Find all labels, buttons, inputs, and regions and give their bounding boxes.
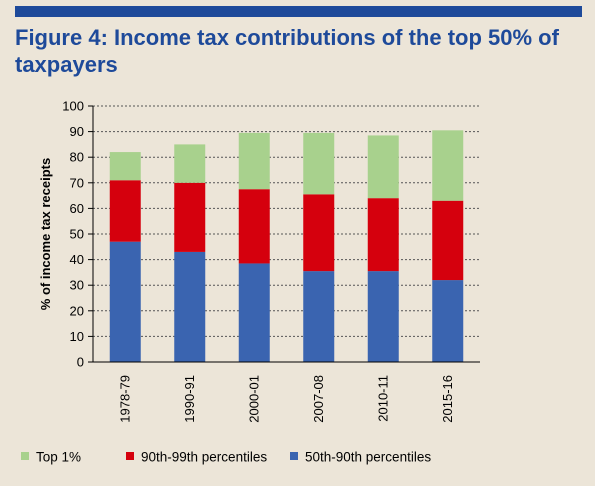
title-rule xyxy=(15,6,582,17)
y-tick-label: 50 xyxy=(70,227,84,242)
bar-segment xyxy=(432,200,464,281)
bar-segment xyxy=(174,144,206,183)
legend-swatch xyxy=(21,452,29,460)
chart-title: Figure 4: Income tax contributions of th… xyxy=(15,25,559,77)
y-axis-label: % of income tax receipts xyxy=(38,158,53,310)
x-tick-label: 1978-79 xyxy=(117,375,132,423)
bar-segment xyxy=(174,251,206,362)
bar-segment xyxy=(174,182,206,252)
bar-segment xyxy=(303,271,335,362)
legend-swatch xyxy=(290,452,298,460)
bar-segment xyxy=(367,271,399,362)
x-tick-labels: 1978-79 1990-91 2000-01 2007-08 2010-11 2015-… xyxy=(117,375,455,423)
bar-segment xyxy=(303,132,335,195)
y-tick-label: 90 xyxy=(70,124,84,139)
bar-segment xyxy=(109,241,141,362)
x-tick-label: 2015-16 xyxy=(440,375,455,423)
y-tick-label: 60 xyxy=(70,201,84,216)
bar-segment xyxy=(432,280,464,362)
y-tick-label: 30 xyxy=(70,278,84,293)
bars xyxy=(109,130,464,362)
bar-segment xyxy=(432,130,464,201)
x-tick-label: 2000-01 xyxy=(246,375,261,423)
bar-segment xyxy=(367,135,399,199)
x-tick-label: 2007-08 xyxy=(311,375,326,423)
y-tick-label: 70 xyxy=(70,175,84,190)
legend-swatch xyxy=(126,452,134,460)
y-tick-label: 0 xyxy=(77,355,84,370)
bar-segment xyxy=(109,180,141,242)
y-tick-label: 80 xyxy=(70,150,84,165)
legend-entry: Top 1% xyxy=(36,450,81,465)
x-tick-label: 2010-11 xyxy=(375,375,390,422)
legend-entry: 90th-99th percentiles xyxy=(141,450,267,465)
x-tick-label: 1990-91 xyxy=(182,375,197,423)
bar-segment xyxy=(238,132,270,190)
legend: Top 1% 90th-99th percentiles 50th-90th per… xyxy=(21,450,431,465)
bar-segment xyxy=(238,189,270,264)
y-tick-labels: 0 10 20 30 40 50 60 70 80 90 100 xyxy=(62,99,93,370)
bar-segment xyxy=(303,194,335,272)
y-tick-label: 100 xyxy=(62,99,84,114)
bar-segment xyxy=(238,263,270,362)
legend-entry: 50th-90th percentiles xyxy=(305,450,431,465)
y-tick-label: 20 xyxy=(70,303,84,318)
bar-segment xyxy=(367,198,399,272)
gridlines xyxy=(93,105,480,337)
bar-segment xyxy=(109,152,141,181)
y-tick-label: 10 xyxy=(70,329,84,344)
y-tick-label: 40 xyxy=(70,252,84,267)
